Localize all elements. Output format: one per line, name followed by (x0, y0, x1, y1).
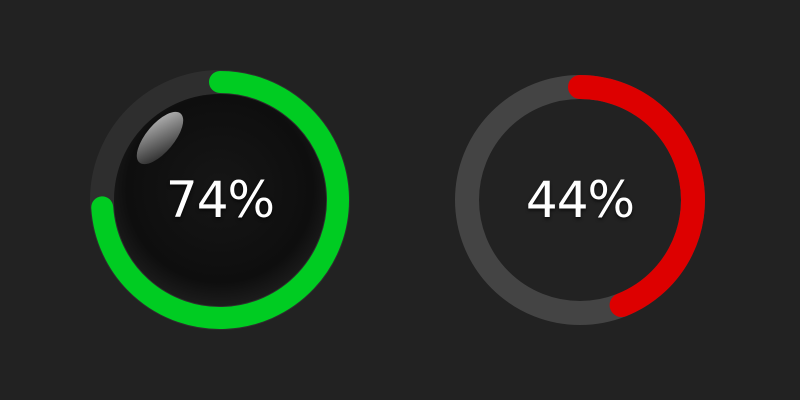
progress-gauge-red: 44% (450, 70, 710, 330)
gauge-red-percent-label: 44% (525, 171, 635, 229)
gauge-red-graphic (455, 75, 705, 325)
gauge-green-percent-label: 74% (165, 171, 275, 229)
gauge-green-graphic (90, 70, 350, 330)
progress-gauge-green: 74% (90, 70, 350, 330)
gauge-green-gloss (136, 111, 184, 165)
gauge-red-progress-arc (568, 75, 705, 318)
gauge-green-progress-arc (91, 71, 349, 329)
